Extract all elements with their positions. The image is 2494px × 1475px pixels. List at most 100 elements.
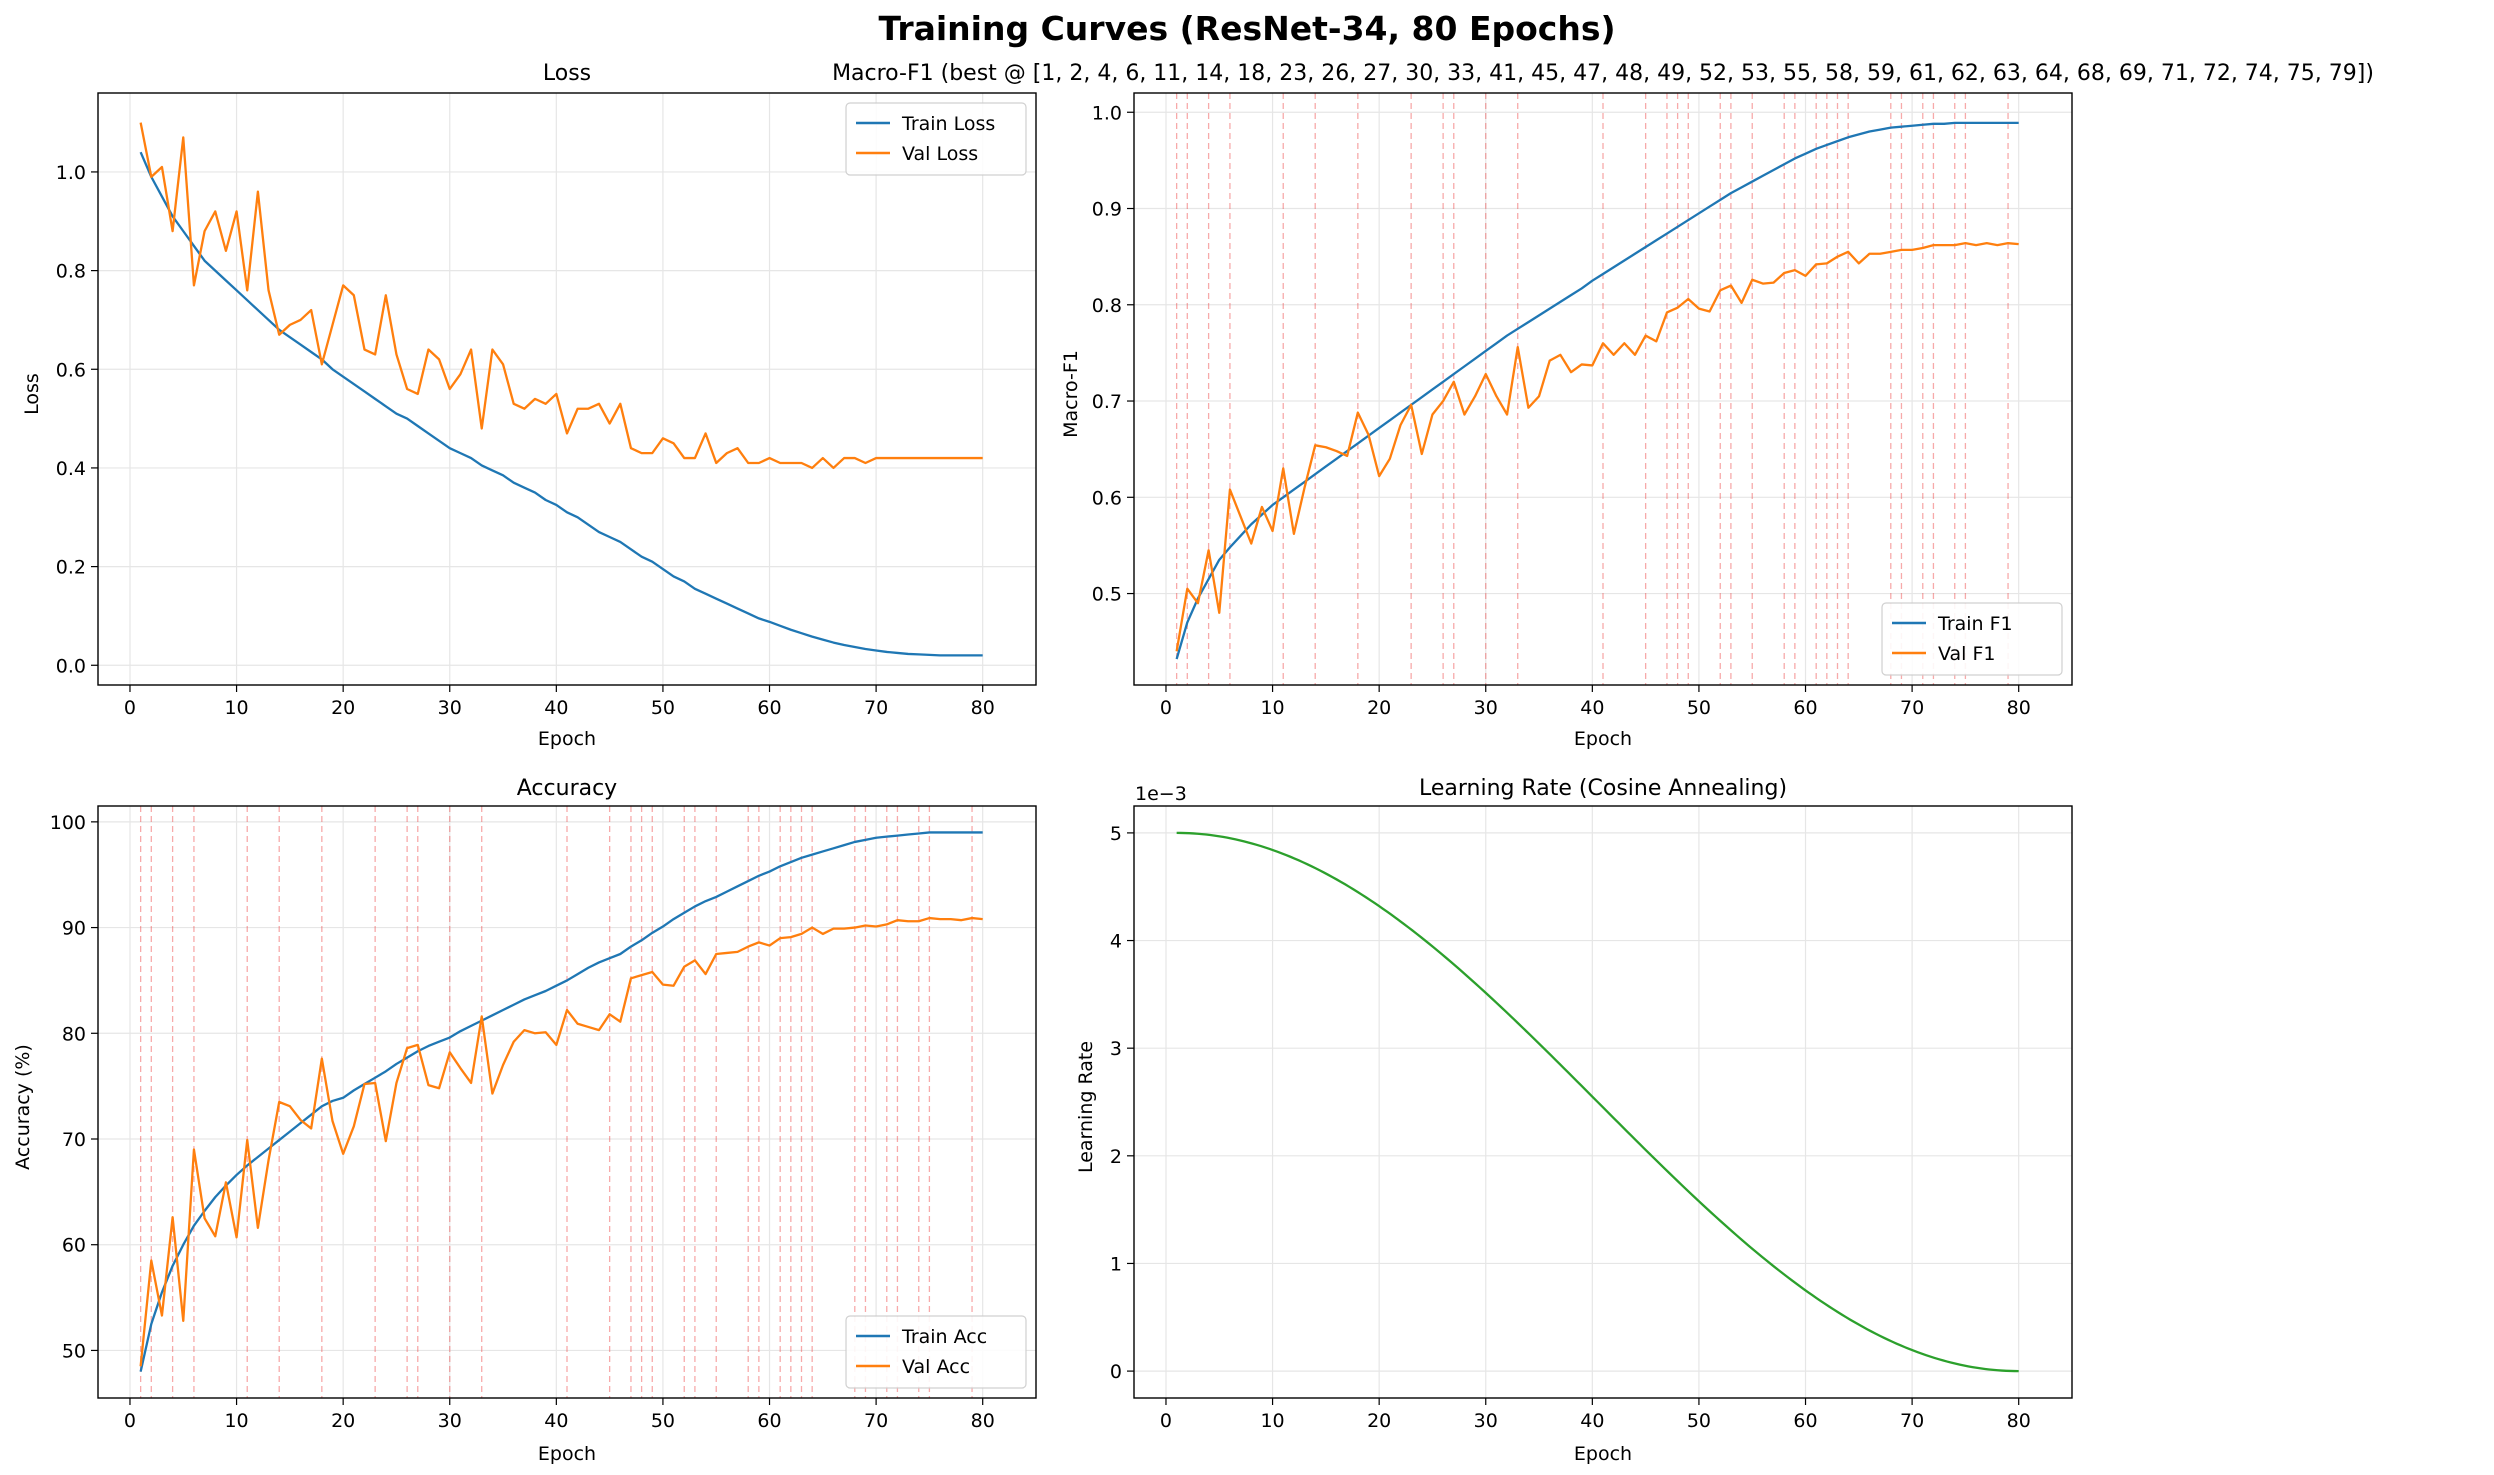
- accuracy-legend-box: [845, 1315, 1027, 1389]
- loss-legend-box: [845, 102, 1027, 176]
- accuracy-legend-label: Train Acc: [901, 1326, 987, 1348]
- loss-ytick-label: 0.8: [56, 261, 86, 283]
- learning-rate-xtick-label: 30: [1474, 1410, 1498, 1432]
- train-f1-line: [1175, 121, 2019, 660]
- accuracy-xtick-label: 30: [438, 1410, 462, 1432]
- accuracy-ylabel: Accuracy (%): [12, 1044, 34, 1170]
- accuracy-legend-label: Val Acc: [902, 1356, 970, 1378]
- learning-rate-panel: Learning Rate (Cosine Annealing) 1e−3 Ep…: [1075, 776, 2073, 1465]
- macro-f1-title: Macro-F1 (best @ [1, 2, 4, 6, 11, 14, 18…: [832, 61, 2374, 86]
- macro-f1-xtick-label: 0: [1160, 697, 1172, 719]
- accuracy-xtick-label: 70: [864, 1410, 888, 1432]
- accuracy-title: Accuracy: [517, 776, 617, 801]
- accuracy-ytick-label: 70: [62, 1129, 86, 1151]
- loss-ytick-label: 0.4: [56, 458, 86, 480]
- macro-f1-ylabel: Macro-F1: [1060, 350, 1082, 438]
- learning-rate-xtick-label: 70: [1900, 1410, 1924, 1432]
- accuracy-xtick-label: 60: [757, 1410, 781, 1432]
- learning-rate-xlabel: Epoch: [1574, 1443, 1632, 1465]
- accuracy-xlabel: Epoch: [538, 1443, 596, 1465]
- accuracy-xtick-label: 40: [544, 1410, 568, 1432]
- accuracy-xtick-label: 50: [651, 1410, 675, 1432]
- learning-rate-xtick-label: 0: [1160, 1410, 1172, 1432]
- loss-xtick-label: 30: [438, 697, 462, 719]
- loss-ytick-label: 0.6: [56, 359, 86, 381]
- learning-rate-offset-label: 1e−3: [1135, 783, 1187, 805]
- macro-f1-xtick-label: 10: [1260, 697, 1284, 719]
- macro-f1-xtick-label: 30: [1474, 697, 1498, 719]
- learning-rate-ytick-label: 5: [1110, 823, 1122, 845]
- learning-rate-xtick-label: 40: [1580, 1410, 1604, 1432]
- macro-f1-ytick-label: 0.6: [1092, 487, 1122, 509]
- loss-xtick-label: 80: [971, 697, 995, 719]
- learning-rate-ytick-label: 2: [1110, 1146, 1122, 1168]
- macro-f1-ytick-label: 1.0: [1092, 102, 1122, 124]
- loss-xtick-label: 60: [757, 697, 781, 719]
- macro-f1-xtick-label: 70: [1900, 697, 1924, 719]
- accuracy-ytick-label: 80: [62, 1023, 86, 1045]
- macro-f1-legend-label: Train F1: [1937, 613, 2013, 635]
- loss-legend-label: Train Loss: [901, 113, 995, 135]
- loss-legend: Train Loss Val Loss: [845, 102, 1027, 176]
- accuracy-ytick-label: 90: [62, 918, 86, 940]
- macro-f1-axes-frame: [1133, 92, 2073, 686]
- macro-f1-legend-box: [1881, 602, 2063, 676]
- loss-xlabel: Epoch: [538, 728, 596, 750]
- macro-f1-xtick-label: 50: [1687, 697, 1711, 719]
- accuracy-xtick-label: 0: [124, 1410, 136, 1432]
- learning-rate-title: Learning Rate (Cosine Annealing): [1419, 776, 1787, 801]
- macro-f1-ytick-label: 0.7: [1092, 391, 1122, 413]
- loss-xtick-label: 70: [864, 697, 888, 719]
- accuracy-ytick-label: 60: [62, 1235, 86, 1257]
- loss-axes-frame: [97, 92, 1037, 686]
- learning-rate-xtick-label: 80: [2007, 1410, 2031, 1432]
- accuracy-legend: Train Acc Val Acc: [845, 1315, 1027, 1389]
- accuracy-xtick-label: 20: [331, 1410, 355, 1432]
- learning-rate-axes-frame: [1133, 805, 2073, 1399]
- loss-xtick-label: 50: [651, 697, 675, 719]
- accuracy-ytick-label: 50: [62, 1340, 86, 1362]
- loss-ytick-label: 0.0: [56, 655, 86, 677]
- val-acc-line: [139, 916, 983, 1367]
- learning-rate-xtick-label: 10: [1260, 1410, 1284, 1432]
- macro-f1-xtick-label: 60: [1793, 697, 1817, 719]
- learning-rate-ytick-label: 1: [1110, 1253, 1122, 1275]
- accuracy-panel: Accuracy Epoch Accuracy (%) 0 10 20 30 40 50 6…: [12, 776, 1037, 1465]
- loss-ytick-label: 0.2: [56, 557, 86, 579]
- learning-rate-line: [1176, 831, 2019, 1373]
- loss-panel: Loss Epoch Loss 0 10 20 30 40 50 60 70 80 0.0 0.2 0…: [21, 61, 1037, 750]
- figure-title: Training Curves (ResNet-34, 80 Epochs): [878, 9, 1615, 48]
- loss-ylabel: Loss: [21, 373, 43, 415]
- loss-xtick-label: 10: [224, 697, 248, 719]
- train-acc-line: [139, 831, 983, 1372]
- learning-rate-xtick-label: 50: [1687, 1410, 1711, 1432]
- train-loss-line: [139, 151, 983, 657]
- macro-f1-xtick-label: 20: [1367, 697, 1391, 719]
- learning-rate-ytick-label: 0: [1110, 1361, 1122, 1383]
- learning-rate-ytick-label: 3: [1110, 1038, 1122, 1060]
- macro-f1-xtick-label: 80: [2007, 697, 2031, 719]
- learning-rate-ylabel: Learning Rate: [1075, 1041, 1097, 1173]
- macro-f1-ytick-label: 0.5: [1092, 584, 1122, 606]
- accuracy-xtick-label: 80: [971, 1410, 995, 1432]
- loss-xtick-label: 40: [544, 697, 568, 719]
- val-loss-line: [139, 122, 983, 470]
- macro-f1-ytick-label: 0.9: [1092, 199, 1122, 221]
- loss-xtick-label: 20: [331, 697, 355, 719]
- loss-legend-label: Val Loss: [902, 143, 978, 165]
- loss-title: Loss: [543, 61, 591, 86]
- macro-f1-legend: Train F1 Val F1: [1881, 602, 2063, 676]
- macro-f1-xlabel: Epoch: [1574, 728, 1632, 750]
- accuracy-xtick-label: 10: [224, 1410, 248, 1432]
- accuracy-ytick-label: 100: [50, 812, 86, 834]
- accuracy-axes-frame: [97, 805, 1037, 1399]
- learning-rate-xtick-label: 60: [1793, 1410, 1817, 1432]
- learning-rate-xtick-label: 20: [1367, 1410, 1391, 1432]
- loss-xtick-label: 0: [124, 697, 136, 719]
- macro-f1-xtick-label: 40: [1580, 697, 1604, 719]
- macro-f1-legend-label: Val F1: [1938, 643, 1996, 665]
- val-f1-line: [1175, 242, 2019, 652]
- learning-rate-ytick-label: 4: [1110, 931, 1122, 953]
- loss-ytick-label: 1.0: [56, 162, 86, 184]
